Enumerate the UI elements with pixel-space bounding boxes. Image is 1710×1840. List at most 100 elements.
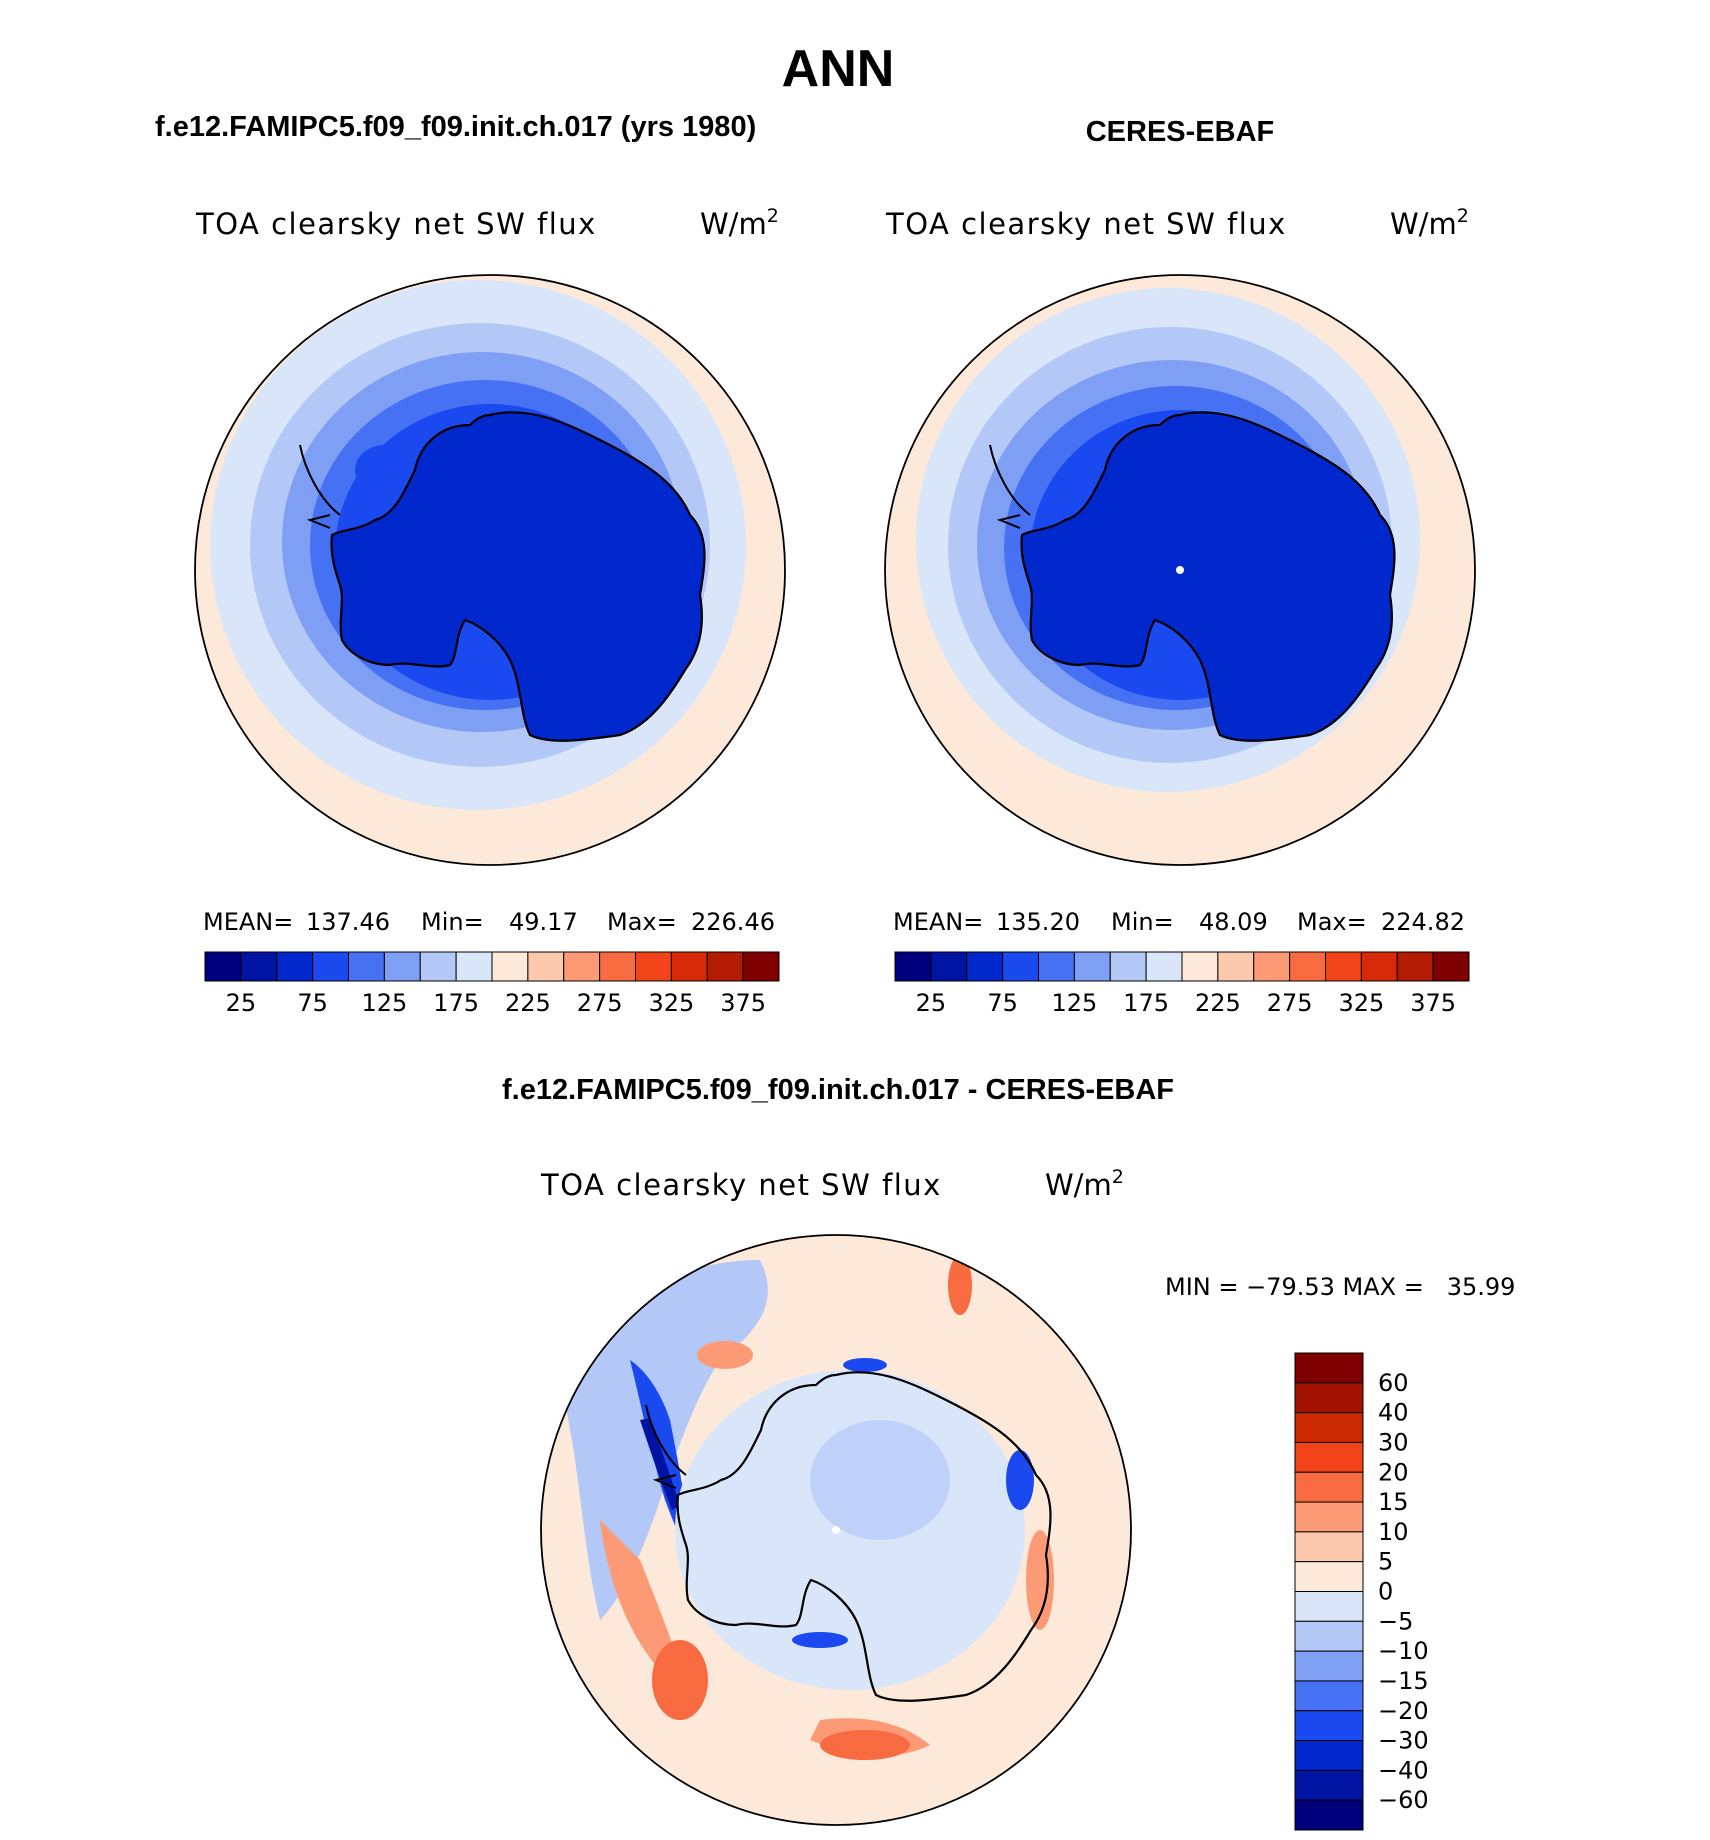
obs-units-base: W/m [1390, 207, 1457, 241]
diff-colorbar-box [1294, 1620, 1364, 1652]
obs-colorbar-tick-label: 75 [987, 989, 1018, 1017]
diff-colorbar-box [1294, 1561, 1364, 1592]
model-colorbar-tick-label: 125 [361, 989, 407, 1017]
diff-map-boundary [540, 1234, 1132, 1826]
diff-field-title: TOA clearsky net SW flux [540, 1168, 942, 1202]
model-colorbar-box [742, 951, 780, 982]
obs-mean-label: MEAN= [893, 908, 983, 936]
diff-colorbar-label: −40 [1378, 1756, 1429, 1784]
diff-blue-patch-bay [792, 1632, 848, 1648]
obs-colorbar-box [1038, 951, 1075, 982]
model-colorbar-box [455, 951, 493, 982]
obs-map-boundary [884, 274, 1476, 866]
obs-mean-value: 135.20 [996, 908, 1080, 936]
diff-colorbar-box [1294, 1591, 1364, 1622]
obs-units: W/m2 [1390, 205, 1469, 241]
obs-colorbar-box [1289, 951, 1326, 982]
diff-colorbar-label: 60 [1378, 1369, 1409, 1397]
model-colorbar-tick-label: 275 [577, 989, 623, 1017]
diff-header: f.e12.FAMIPC5.f09_f09.init.ch.017 - CERE… [502, 1074, 1174, 1106]
model-mean-value: 137.46 [306, 908, 390, 936]
diff-colorbar-box [1294, 1710, 1364, 1742]
model-colorbar: 25 75 125 175 225 275 325 375 [204, 951, 780, 1017]
obs-colorbar-box [894, 951, 932, 982]
diff-panel: f.e12.FAMIPC5.f09_f09.init.ch.017 - CERE… [502, 1074, 1515, 1831]
model-colorbar-box [706, 951, 744, 982]
diff-colorbar-label: 5 [1378, 1548, 1393, 1576]
diff-red-patch-nw [697, 1341, 753, 1369]
diff-colorbar-box [1294, 1412, 1364, 1443]
obs-colorbar-box [1253, 951, 1291, 982]
obs-field-title: TOA clearsky net SW flux [885, 207, 1287, 241]
diff-colorbar-label: −30 [1378, 1727, 1429, 1755]
obs-min-label: Min= [1111, 908, 1174, 936]
model-colorbar-tick-label: 75 [297, 989, 328, 1017]
obs-min-value: 48.09 [1199, 908, 1268, 936]
obs-peninsula [989, 444, 1031, 529]
model-colorbar-tick-label: 25 [226, 989, 257, 1017]
diff-colorbar-label: −60 [1378, 1786, 1429, 1814]
season-title: ANN [782, 40, 895, 98]
obs-units-exp: 2 [1457, 205, 1469, 227]
obs-colorbar-box [1360, 951, 1398, 982]
diff-colorbar-box [1294, 1501, 1364, 1533]
obs-colorbar-tick-label: 325 [1338, 989, 1384, 1017]
model-colorbar-box [240, 951, 278, 982]
diff-colorbar-label: 15 [1378, 1488, 1409, 1516]
model-colorbar-tick-label: 375 [720, 989, 766, 1017]
diff-units-base: W/m [1045, 1168, 1112, 1202]
diff-colorbar-box [1294, 1769, 1364, 1801]
obs-max-label: Max= [1297, 908, 1367, 936]
obs-colorbar-box [930, 951, 968, 982]
model-colorbar-box [204, 951, 242, 982]
diff-colorbar-label: −10 [1378, 1637, 1429, 1665]
obs-colorbar-box [1325, 951, 1362, 982]
model-colorbar-tick-label: 175 [433, 989, 479, 1017]
diff-colorbar-box [1294, 1680, 1364, 1712]
model-map [195, 275, 785, 865]
diff-colorbar-label: 30 [1378, 1428, 1409, 1456]
diff-red-patch-ne [948, 1255, 972, 1315]
model-units-exp: 2 [767, 205, 779, 227]
obs-colorbar-tick-label: 275 [1267, 989, 1313, 1017]
obs-colorbar-box [1432, 951, 1470, 982]
diff-red-patch-sw [652, 1640, 708, 1720]
diff-colorbar-box [1294, 1799, 1364, 1831]
obs-max-value: 224.82 [1381, 908, 1465, 936]
diff-interior-patch [810, 1420, 950, 1540]
diff-colorbar-label: −20 [1378, 1697, 1429, 1725]
obs-colorbar-box [1002, 951, 1039, 982]
model-wedge-blob [355, 445, 415, 495]
obs-colorbar-box [1109, 951, 1147, 982]
obs-colorbar-tick-label: 225 [1195, 989, 1241, 1017]
obs-stats: MEAN= 135.20 Min= 48.09 Max= 224.82 [893, 908, 1465, 936]
model-colorbar-box [563, 951, 601, 982]
obs-map [885, 275, 1475, 865]
model-colorbar-box [312, 951, 349, 982]
diff-red-patch-s [820, 1730, 910, 1760]
diff-colorbar-box [1294, 1740, 1364, 1771]
model-header: f.e12.FAMIPC5.f09_f09.init.ch.017 (yrs 1… [155, 111, 756, 143]
model-colorbar-tick-label: 325 [648, 989, 694, 1017]
diff-units: W/m2 [1045, 1166, 1124, 1202]
model-units: W/m2 [700, 205, 779, 241]
model-colorbar-box [599, 951, 636, 982]
obs-colorbar: 25 75 125 175 225 275 325 375 [894, 951, 1470, 1017]
diff-colorbar-box [1294, 1441, 1364, 1473]
model-min-value: 49.17 [509, 908, 578, 936]
obs-colorbar-box [966, 951, 1004, 982]
obs-panel: CERES-EBAF TOA clearsky net SW flux W/m2… [884, 116, 1476, 1017]
model-colorbar-box [348, 951, 385, 982]
diff-colorbar-box [1294, 1352, 1364, 1384]
diff-colorbar-box [1294, 1650, 1364, 1682]
model-max-label: Max= [607, 908, 677, 936]
model-colorbar-box [491, 951, 529, 982]
model-map-boundary [194, 274, 786, 866]
diff-minmax: MIN = −79.53 MAX = 35.99 [1165, 1273, 1515, 1301]
obs-pole-dot [1176, 566, 1184, 574]
obs-header: CERES-EBAF [1086, 116, 1275, 148]
model-colorbar-box [383, 951, 421, 982]
obs-colorbar-tick-label: 125 [1051, 989, 1097, 1017]
